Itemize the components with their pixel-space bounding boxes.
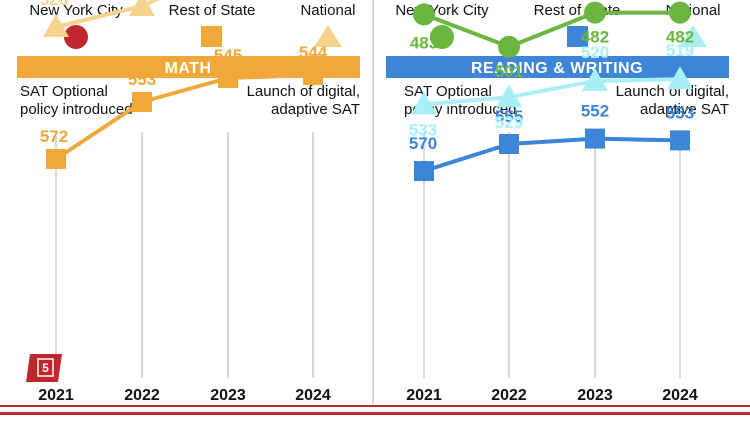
series-national: 528521508505 bbox=[40, 0, 242, 37]
series-line-national bbox=[422, 77, 682, 107]
point-national-2024 bbox=[667, 66, 693, 90]
annotation-sat-optional-line2: policy introduced bbox=[20, 101, 133, 118]
x-tick-2021: 2021 bbox=[406, 387, 442, 404]
point-rest-of-state-2023 bbox=[218, 68, 238, 88]
point-rest-of-state-2021 bbox=[414, 161, 434, 181]
x-tick-2023: 2023 bbox=[210, 387, 246, 404]
data-label-national-2023: 508 bbox=[214, 0, 242, 1]
legend-nyc-label: New York City bbox=[395, 2, 489, 19]
legend-national-marker bbox=[679, 25, 707, 47]
x-tick-2022: 2022 bbox=[491, 387, 527, 404]
series-rest-of-state: 572 553 545 544 bbox=[40, 43, 328, 169]
legend-rest-of-state-marker bbox=[201, 26, 222, 47]
data-label-new-york-city-2023: 482 bbox=[581, 28, 609, 47]
point-rest-of-state-2021 bbox=[46, 149, 66, 169]
point-national-2023 bbox=[582, 68, 608, 91]
math-panel: New York City Rest of State National MAT… bbox=[17, 0, 360, 404]
page-badge-box bbox=[37, 358, 54, 377]
page-badge-number: 5 bbox=[42, 361, 49, 375]
point-rest-of-state-2022 bbox=[499, 134, 519, 154]
page-badge: 5 bbox=[26, 354, 62, 382]
data-label-rest-of-state-2021: 572 bbox=[40, 127, 68, 146]
point-national-2021 bbox=[411, 91, 437, 115]
math-year-gridlines bbox=[55, 132, 314, 378]
legend-rest-of-state-label: Rest of State bbox=[534, 2, 621, 19]
x-tick-2024: 2024 bbox=[662, 387, 698, 404]
legend-rest-of-state-label: Rest of State bbox=[169, 2, 256, 19]
math-series: 490501478473572553545544528521508505 bbox=[40, 0, 328, 169]
data-label-national-2024: 519 bbox=[666, 41, 694, 60]
legend-national-marker bbox=[314, 25, 342, 47]
point-national-2022 bbox=[129, 0, 155, 16]
reading-writing-panel: New York City Rest of State National REA… bbox=[386, 1, 729, 404]
math-x-axis: 2021 2022 2023 2024 bbox=[38, 387, 331, 404]
data-label-rest-of-state-2023: 552 bbox=[581, 102, 609, 121]
point-rest-of-state-2024 bbox=[670, 130, 690, 151]
series-rest-of-state: 570 555 552 553 bbox=[409, 102, 694, 181]
series-line-rest-of-state bbox=[422, 136, 682, 173]
point-new-york-city-2023 bbox=[584, 1, 606, 24]
data-label-national-2022: 529 bbox=[495, 113, 523, 132]
math-title: MATH bbox=[164, 60, 211, 77]
data-label-new-york-city-2022: 501 bbox=[495, 62, 523, 81]
x-tick-2022: 2022 bbox=[124, 387, 160, 404]
data-label-national-2021: 528 bbox=[40, 0, 68, 9]
annotation-digital-sat-line2: adaptive SAT bbox=[271, 101, 360, 118]
x-tick-2021: 2021 bbox=[38, 387, 74, 404]
data-label-national-2021: 533 bbox=[409, 120, 437, 139]
reading-writing-banner bbox=[386, 56, 729, 78]
point-rest-of-state-2024 bbox=[303, 65, 323, 85]
data-label-rest-of-state-2022: 553 bbox=[128, 70, 156, 89]
data-label-rest-of-state-2022: 555 bbox=[495, 107, 523, 126]
reading-writing-series: 483 501 482 482 570 555 552 553 533 529 520 519 bbox=[409, 1, 694, 181]
point-rest-of-state-2023 bbox=[585, 128, 605, 149]
data-label-new-york-city-2021: 483 bbox=[410, 33, 438, 52]
legend-nyc-marker bbox=[430, 25, 454, 49]
bottom-rule-top bbox=[0, 405, 750, 407]
reading-writing-year-gridlines bbox=[423, 132, 681, 378]
series-national: 533 529 520 519 bbox=[409, 41, 694, 139]
legend-nyc-marker bbox=[64, 25, 88, 49]
math-banner bbox=[17, 56, 360, 78]
series-line-new-york-city bbox=[422, 10, 682, 49]
series-new-york-city: 483 501 482 482 bbox=[410, 1, 694, 81]
series-line-rest-of-state bbox=[54, 73, 315, 161]
x-tick-2023: 2023 bbox=[577, 387, 613, 404]
annotation-digital-sat-line1: Launch of digital, bbox=[247, 83, 360, 100]
x-tick-2024: 2024 bbox=[295, 387, 331, 404]
data-label-national-2023: 520 bbox=[581, 43, 609, 62]
legend-nyc: New York City bbox=[29, 2, 123, 49]
annotation-digital-sat-line2: adaptive SAT bbox=[640, 101, 729, 118]
point-national-2022 bbox=[496, 84, 522, 108]
reading-writing-x-axis: 2021 2022 2023 2024 bbox=[406, 387, 698, 404]
point-new-york-city-2024 bbox=[669, 1, 691, 24]
annotation-sat-optional-line1: SAT Optional bbox=[20, 83, 108, 100]
point-rest-of-state-2022 bbox=[132, 92, 152, 112]
data-label-new-york-city-2024: 482 bbox=[666, 28, 694, 47]
legend-rest-of-state: Rest of State bbox=[169, 2, 256, 47]
legend-national-label: National bbox=[300, 2, 355, 19]
legend-rest-of-state-marker bbox=[567, 26, 588, 47]
reading-writing-title: READING & WRITING bbox=[471, 60, 643, 77]
annotation-sat-optional-line1: SAT Optional bbox=[404, 83, 492, 100]
data-label-rest-of-state-2024: 544 bbox=[299, 43, 328, 62]
data-label-rest-of-state-2024: 553 bbox=[666, 103, 694, 122]
data-label-rest-of-state-2023: 545 bbox=[214, 46, 242, 65]
legend-national: National bbox=[300, 2, 356, 47]
series-line-national bbox=[54, 0, 161, 29]
point-national-2021 bbox=[43, 14, 69, 37]
data-label-rest-of-state-2021: 570 bbox=[409, 134, 437, 153]
point-new-york-city-2022 bbox=[498, 35, 520, 58]
point-new-york-city-2021 bbox=[413, 3, 435, 26]
annotation-digital-sat-line1: Launch of digital, bbox=[616, 83, 729, 100]
bottom-rule-bottom bbox=[0, 412, 750, 415]
